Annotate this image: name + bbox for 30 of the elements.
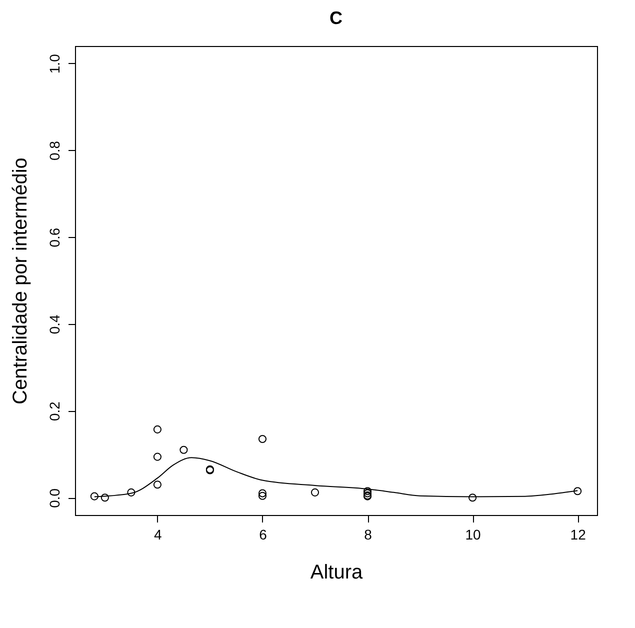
point [180,446,188,454]
x-tick-label: 6 [259,526,268,542]
point [90,492,98,500]
x-tick-label: 12 [570,526,586,542]
x-tick-label: 8 [364,526,372,542]
point [310,488,320,496]
point [363,489,372,498]
x-axis-title: Altura [310,562,364,584]
point [153,425,162,434]
point [127,488,136,496]
y-tick-label: 0.8 [46,140,62,160]
point [574,487,582,496]
x-tick-label: 10 [465,526,482,542]
y-tick-label: 0.2 [46,401,62,422]
y-tick-label: 0.6 [46,228,62,248]
point [100,494,109,502]
point [468,494,477,502]
point [363,487,372,496]
x-tick-label: 4 [154,526,162,542]
point [258,434,267,444]
point [258,492,267,500]
chart-title: C [330,8,342,28]
y-tick-label: 0.0 [46,488,62,508]
y-tick-label: 0.4 [46,314,62,334]
point [153,452,162,461]
line-series [94,457,578,498]
y-tick-label: 1.0 [46,54,62,74]
y-axis-title: Centralidade por intermédio [10,158,32,404]
point [258,489,267,498]
point [153,480,162,489]
